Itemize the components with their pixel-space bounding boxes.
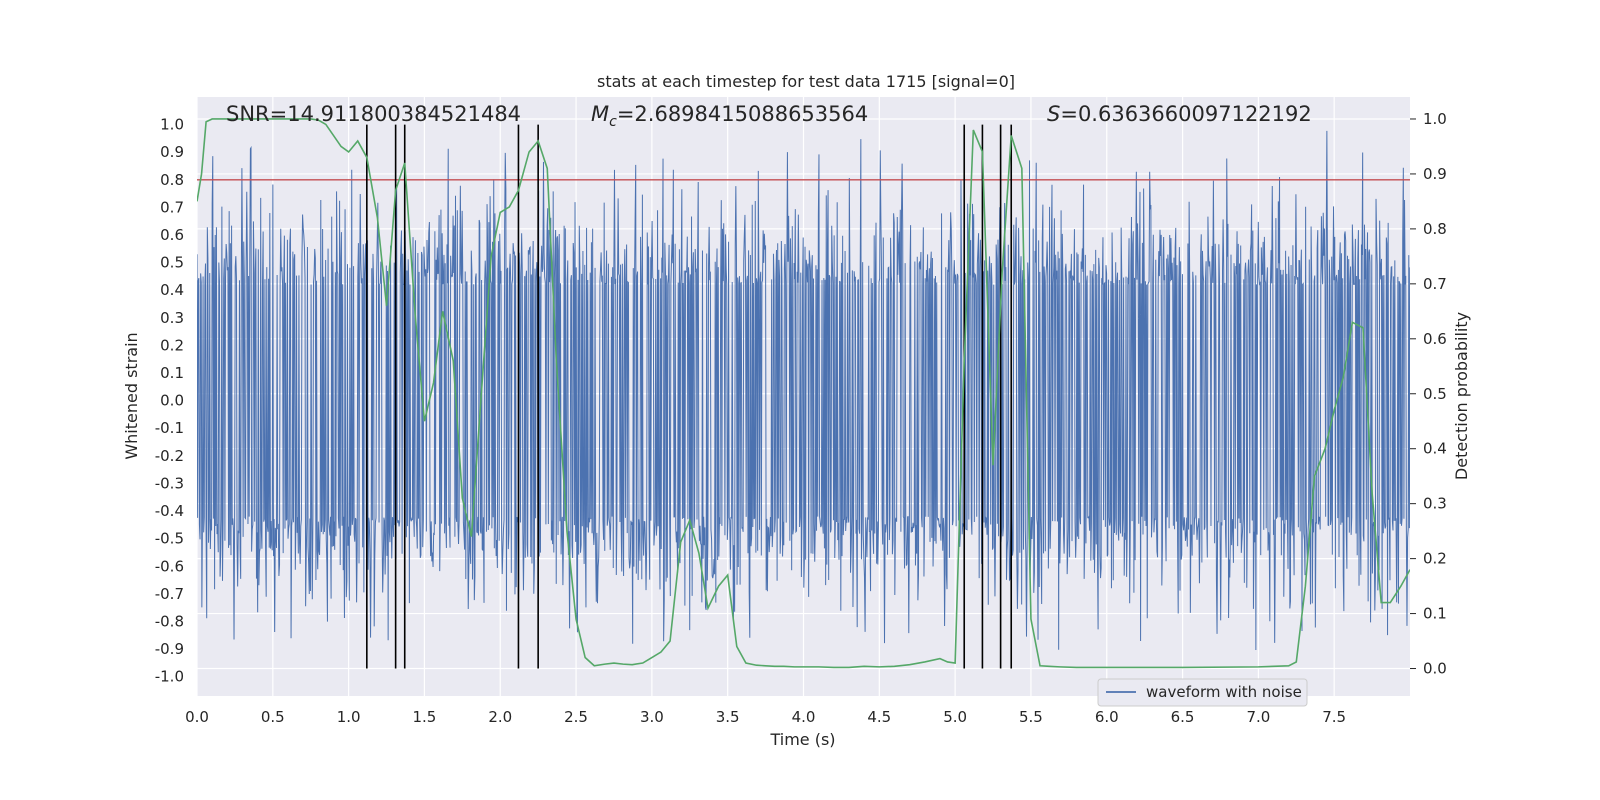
y-right-tick-label: 0.5	[1423, 385, 1447, 403]
x-axis-label: Time (s)	[769, 730, 835, 749]
y-tick-label: 0.2	[160, 336, 184, 354]
x-tick-label: 6.5	[1171, 708, 1195, 726]
chirp-mass-subscript: c	[609, 114, 617, 130]
waveform-series	[197, 130, 1410, 651]
x-tick-label: 2.5	[564, 708, 588, 726]
y-tick-label: -0.5	[155, 530, 184, 548]
x-axis-ticks: 0.0 0.5 1.0 1.5 2.0 2.5 3.0 3.5 4.0 4.5 5.0 5.5 6.0 6…	[185, 708, 1346, 726]
y-tick-label: -0.4	[155, 502, 184, 520]
probability-series	[197, 118, 1410, 669]
y-right-tick-label: 0.6	[1423, 330, 1447, 348]
snr-annotation: SNR=14.911800384521484	[226, 102, 521, 126]
y-axis-right-label: Detection probability	[1452, 312, 1471, 480]
x-tick-label: 7.5	[1322, 708, 1346, 726]
x-tick-label: 6.0	[1095, 708, 1119, 726]
y-tick-label: 0.5	[160, 254, 184, 272]
y-tick-label: -0.3	[155, 474, 184, 492]
x-tick-label: 1.0	[337, 708, 361, 726]
y-tick-label: -0.6	[155, 557, 184, 575]
y-tick-label: 0.8	[160, 171, 184, 189]
x-tick-label: 3.5	[716, 708, 740, 726]
x-tick-label: 7.0	[1246, 708, 1270, 726]
x-tick-label: 5.0	[943, 708, 967, 726]
y-tick-label: 0.4	[160, 281, 184, 299]
y-right-tick-label: 0.2	[1423, 550, 1447, 568]
y-tick-label: 0.7	[160, 198, 184, 216]
s-value: =0.6363660097122192	[1060, 102, 1311, 126]
s-symbol: S	[1047, 102, 1060, 126]
y-tick-label: -0.8	[155, 612, 184, 630]
y-right-tick-label: 0.3	[1423, 495, 1447, 513]
y-tick-label: 0.9	[160, 143, 184, 161]
x-tick-label: 4.5	[867, 708, 891, 726]
y-axis-label: Whitened strain	[122, 332, 141, 459]
x-tick-label: 5.5	[1019, 708, 1043, 726]
x-tick-label: 1.5	[413, 708, 437, 726]
y-tick-label: 0.3	[160, 309, 184, 327]
y-tick-label: -0.7	[155, 585, 184, 603]
chart-title: stats at each timestep for test data 171…	[597, 72, 1015, 91]
legend-label: waveform with noise	[1146, 683, 1302, 701]
chirp-mass-value: =2.6898415088653564	[617, 102, 868, 126]
y-tick-label: -0.2	[155, 447, 184, 465]
x-tick-label: 0.5	[261, 708, 285, 726]
y-right-tick-label: 0.1	[1423, 605, 1447, 623]
y-right-tick-label: 0.9	[1423, 165, 1447, 183]
s-annotation: S=0.6363660097122192	[1047, 102, 1312, 126]
y-axis-ticks: 1.0 0.9 0.8 0.7 0.6 0.5 0.4 0.3 0.2 0.1 0.0 -0.1 -0.…	[155, 116, 184, 686]
chirp-mass-symbol: M	[591, 102, 609, 126]
y-tick-label: 0.6	[160, 226, 184, 244]
y-right-tick-label: 0.7	[1423, 275, 1447, 293]
legend: waveform with noise	[1097, 678, 1308, 707]
chirp-mass-annotation: Mc=2.6898415088653564	[591, 102, 868, 130]
y-right-tick-label: 1.0	[1423, 110, 1447, 128]
y-right-tick-label: 0.0	[1423, 660, 1447, 678]
y-tick-label: 1.0	[160, 116, 184, 134]
y-tick-label: 0.1	[160, 364, 184, 382]
y-tick-label: -1.0	[155, 668, 184, 686]
legend-box	[1097, 678, 1308, 707]
y-tick-label: -0.9	[155, 640, 184, 658]
y-right-tick-label: 0.4	[1423, 440, 1447, 458]
event-markers	[366, 124, 1013, 669]
y-tick-label: 0.0	[160, 392, 184, 410]
x-tick-label: 3.0	[640, 708, 664, 726]
x-tick-label: 2.0	[488, 708, 512, 726]
y-tick-label: -0.1	[155, 419, 184, 437]
y-right-tick-label: 0.8	[1423, 220, 1447, 238]
x-tick-label: 0.0	[185, 708, 209, 726]
y-axis-right-ticks: 1.0 0.9 0.8 0.7 0.6 0.5 0.4 0.3 0.2 0.1 0.0	[1410, 110, 1447, 678]
x-tick-label: 4.0	[792, 708, 816, 726]
